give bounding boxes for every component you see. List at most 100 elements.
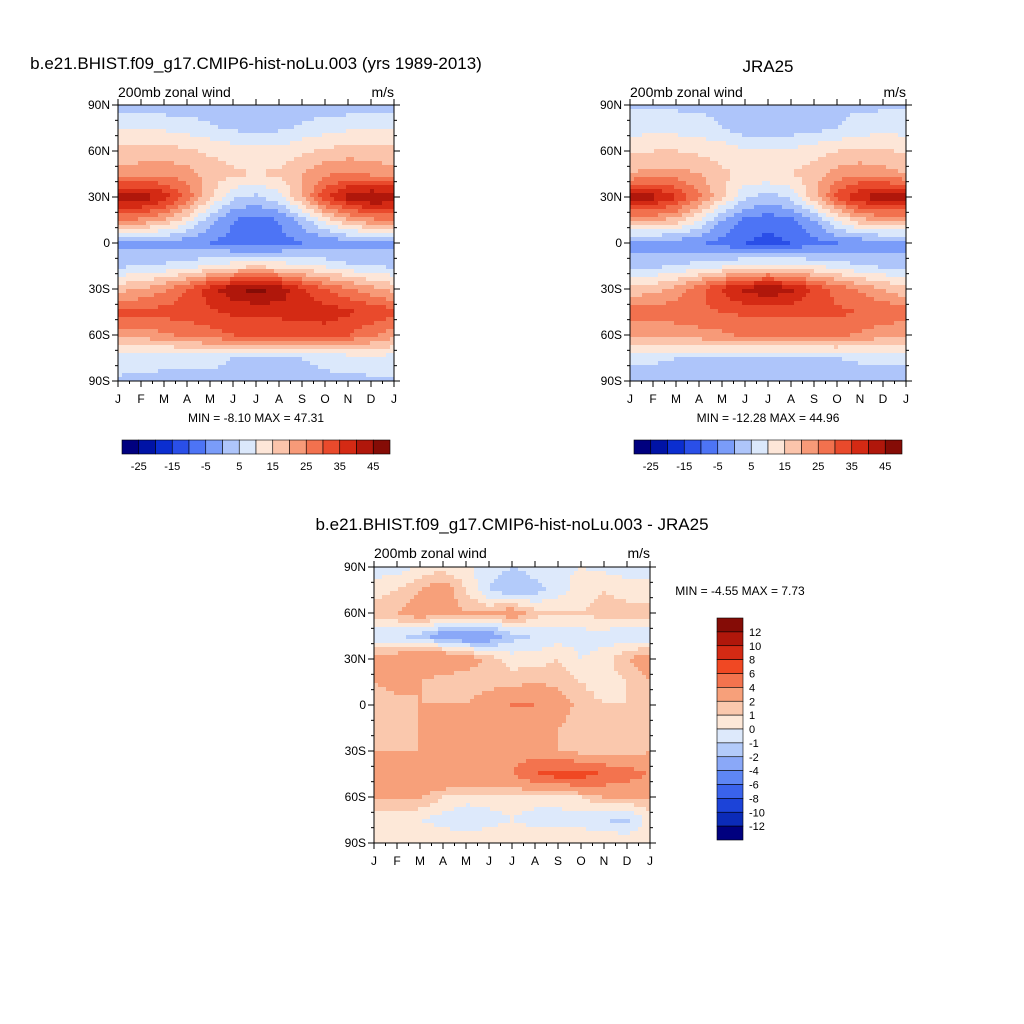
heatmap-cell [270, 341, 275, 346]
heatmap-cell [130, 225, 135, 230]
heatmap-cell [226, 329, 231, 334]
heatmap-cell [354, 137, 359, 142]
heatmap-cell [362, 161, 367, 166]
heatmap-cell [346, 253, 351, 258]
heatmap-cell [154, 169, 159, 174]
heatmap-cell [234, 205, 239, 210]
heatmap-cell [158, 237, 163, 242]
heatmap-cell [358, 217, 363, 222]
heatmap-cell [290, 189, 295, 194]
heatmap-cell [150, 281, 155, 286]
heatmap-cell [226, 325, 231, 330]
heatmap-cell [290, 141, 295, 146]
heatmap-cell [374, 265, 379, 270]
heatmap-cell [234, 145, 239, 150]
heatmap-cell [166, 241, 171, 246]
heatmap-cell [370, 293, 375, 298]
heatmap-cell [266, 233, 271, 238]
heatmap-cell [286, 233, 291, 238]
heatmap-cell [282, 349, 287, 354]
heatmap-cell [138, 205, 143, 210]
heatmap-cell [234, 129, 239, 134]
heatmap-cell [342, 241, 347, 246]
heatmap-cell [354, 257, 359, 262]
heatmap-cell [354, 149, 359, 154]
heatmap-cell [210, 197, 215, 202]
x-tick-label: D [367, 392, 376, 406]
heatmap-cell [302, 349, 307, 354]
heatmap-cell [226, 177, 231, 182]
heatmap-cell [322, 245, 327, 250]
heatmap-cell [202, 325, 207, 330]
heatmap-cell [286, 285, 291, 290]
heatmap-cell [258, 117, 263, 122]
heatmap-cell [214, 293, 219, 298]
heatmap-cell [270, 369, 275, 374]
heatmap-cell [150, 301, 155, 306]
heatmap-cell [318, 153, 323, 158]
heatmap-cell [350, 373, 355, 378]
heatmap-cell [198, 357, 203, 362]
heatmap-cell [350, 293, 355, 298]
heatmap-cell [246, 365, 251, 370]
heatmap-cell [302, 129, 307, 134]
panel-right-label: m/s [883, 84, 906, 100]
heatmap-cell [354, 165, 359, 170]
heatmap-cell [230, 145, 235, 150]
heatmap-cell [378, 173, 383, 178]
heatmap-cell [366, 293, 371, 298]
heatmap-cell [190, 273, 195, 278]
heatmap-cell [166, 217, 171, 222]
heatmap-cell [338, 313, 343, 318]
heatmap-cell [302, 341, 307, 346]
heatmap-cell [286, 217, 291, 222]
heatmap-cell [154, 361, 159, 366]
heatmap-cell [322, 177, 327, 182]
heatmap-cell [138, 253, 143, 258]
heatmap-cell [186, 109, 191, 114]
heatmap-cell [166, 125, 171, 130]
heatmap-cell [170, 229, 175, 234]
heatmap-cell [150, 185, 155, 190]
heatmap-cell [290, 241, 295, 246]
heatmap-cell [386, 121, 391, 126]
heatmap-cell [390, 241, 395, 246]
heatmap-cell [290, 313, 295, 318]
heatmap-cell [330, 341, 335, 346]
heatmap-cell [342, 113, 347, 118]
heatmap-cell [222, 205, 227, 210]
heatmap-cell [234, 133, 239, 138]
heatmap-cell [154, 285, 159, 290]
heatmap-cell [890, 105, 895, 110]
heatmap-cell [122, 205, 127, 210]
heatmap-cell [302, 125, 307, 130]
heatmap-cell [186, 185, 191, 190]
heatmap-cell [322, 225, 327, 230]
heatmap-cell [318, 301, 323, 306]
heatmap-cell [282, 213, 287, 218]
heatmap-cell [342, 305, 347, 310]
heatmap-cell [130, 197, 135, 202]
heatmap-cell [362, 241, 367, 246]
heatmap-cell [358, 273, 363, 278]
heatmap-cell [290, 113, 295, 118]
heatmap-cell [250, 157, 255, 162]
heatmap-cell [142, 261, 147, 266]
heatmap-cell [190, 261, 195, 266]
heatmap-cell [154, 277, 159, 282]
heatmap-cell [190, 357, 195, 362]
heatmap-cell [274, 165, 279, 170]
heatmap-cell [230, 297, 235, 302]
heatmap-cell [234, 253, 239, 258]
heatmap-cell [266, 317, 271, 322]
heatmap-cell [258, 133, 263, 138]
heatmap-cell [682, 109, 687, 114]
heatmap-cell [170, 261, 175, 266]
heatmap-cell [138, 117, 143, 122]
heatmap-cell [286, 133, 291, 138]
heatmap-cell [386, 373, 391, 378]
heatmap-cell [134, 257, 139, 262]
heatmap-cell [142, 221, 147, 226]
heatmap-cell [290, 233, 295, 238]
heatmap-cell [202, 221, 207, 226]
